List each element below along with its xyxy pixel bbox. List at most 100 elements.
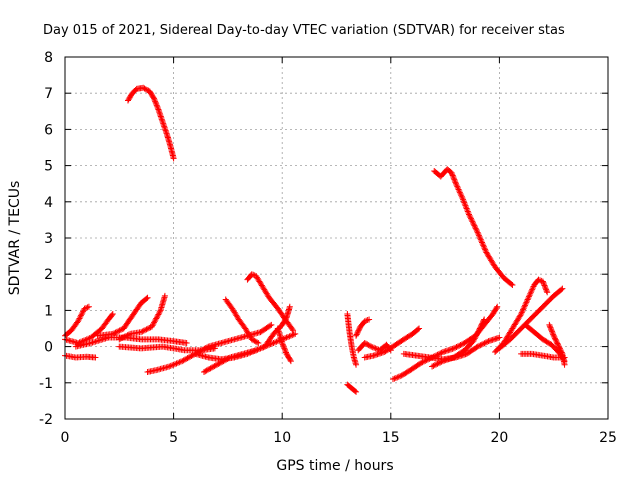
data-point (254, 339, 261, 346)
data-point (108, 312, 115, 319)
data-point (149, 322, 156, 329)
data-point (283, 334, 290, 341)
data-point (281, 346, 288, 353)
x-tick-label: 0 (61, 430, 70, 446)
series-arc-evening-high (431, 166, 516, 289)
data-point (543, 286, 550, 293)
data-point (351, 387, 358, 394)
data-point (286, 303, 293, 310)
data-point (169, 362, 176, 369)
data-point (475, 328, 482, 335)
data-point (463, 205, 470, 212)
data-point (250, 348, 257, 355)
data-point (80, 308, 87, 315)
data-point (460, 340, 467, 347)
data-point (287, 356, 294, 363)
data-point (494, 303, 501, 310)
data-point (508, 281, 515, 288)
y-tick-label: 1 (44, 303, 53, 319)
data-point (176, 359, 183, 366)
data-point (470, 219, 477, 226)
data-point (210, 363, 217, 370)
data-point (518, 309, 525, 316)
data-point (154, 103, 161, 110)
data-point (543, 287, 550, 294)
data-point (479, 240, 486, 247)
data-point (461, 201, 468, 208)
data-point (268, 321, 275, 328)
data-point (478, 321, 485, 328)
data-point (151, 319, 158, 326)
data-point (474, 229, 481, 236)
data-point (283, 349, 290, 356)
data-point (77, 314, 84, 321)
y-tick-label: 0 (44, 340, 53, 356)
y-tick-label: 6 (44, 122, 53, 138)
data-point (279, 341, 286, 348)
data-point (185, 354, 192, 361)
data-point (148, 323, 155, 330)
data-point (146, 325, 153, 332)
data-point (461, 199, 468, 206)
data-point (152, 316, 159, 323)
data-point (121, 333, 128, 340)
series-arc-n (344, 311, 360, 368)
data-point (170, 155, 177, 162)
data-point (546, 323, 553, 330)
data-point (109, 311, 116, 318)
data-point (286, 333, 293, 340)
y-tick-label: 3 (44, 231, 53, 247)
data-point (540, 281, 547, 288)
y-tick-label: -1 (39, 376, 53, 392)
data-point (484, 338, 491, 345)
data-point (472, 225, 479, 232)
data-point (287, 358, 294, 365)
data-point (463, 204, 470, 211)
data-point (470, 338, 477, 345)
data-point (480, 317, 487, 324)
data-point (479, 319, 486, 326)
data-point (479, 239, 486, 246)
data-point (140, 84, 147, 91)
series-arc-u (429, 316, 488, 370)
data-point (255, 339, 262, 346)
data-point (454, 343, 461, 350)
data-point (143, 295, 150, 302)
data-point (456, 342, 463, 349)
data-point (212, 362, 219, 369)
data-point (361, 339, 368, 346)
data-point (263, 342, 270, 349)
data-point (480, 243, 487, 250)
data-point (179, 358, 186, 365)
data-point (184, 355, 191, 362)
data-point (187, 353, 194, 360)
data-point (155, 311, 162, 318)
y-tick-label: 4 (44, 195, 53, 211)
data-point (450, 175, 457, 182)
data-point (535, 276, 542, 283)
data-point (458, 341, 465, 348)
data-point (173, 360, 180, 367)
data-point (202, 368, 209, 375)
data-point (156, 310, 163, 317)
data-point (553, 337, 560, 344)
data-point (558, 286, 565, 293)
data-point (214, 361, 221, 368)
data-point (267, 322, 274, 329)
data-point (117, 326, 124, 333)
data-point (353, 332, 360, 339)
data-point (353, 388, 360, 395)
data-point (478, 238, 485, 245)
data-point (397, 373, 404, 380)
data-point (78, 311, 85, 318)
x-tick-label: 20 (490, 430, 508, 446)
data-point (153, 101, 160, 108)
x-tick-label: 15 (382, 430, 400, 446)
data-point (363, 340, 370, 347)
data-point (188, 353, 195, 360)
data-point (472, 224, 479, 231)
data-point (481, 340, 488, 347)
data-point (480, 242, 487, 249)
data-point (153, 315, 160, 322)
